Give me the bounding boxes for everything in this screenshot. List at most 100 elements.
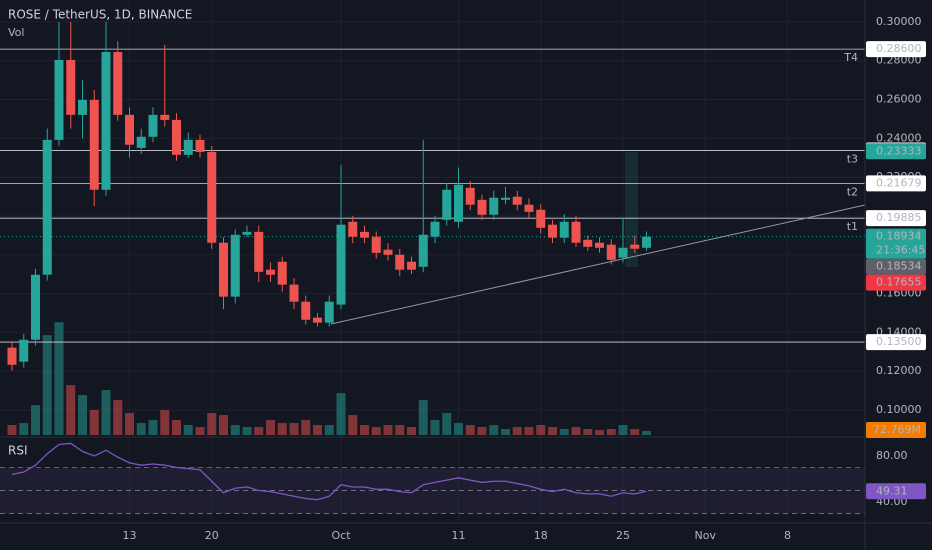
volume-bar [383, 425, 393, 435]
volume-bar [606, 429, 616, 435]
volume-bar [536, 425, 546, 435]
volume-bar [183, 425, 193, 435]
volume-bar [195, 427, 205, 435]
volume-bar [78, 395, 87, 435]
volume-bar [324, 425, 334, 435]
volume-bar [477, 427, 487, 435]
candle-body [348, 221, 358, 237]
volume-bar [395, 425, 405, 435]
rsi-line [11, 442, 647, 501]
candle-body [172, 119, 181, 155]
volume-badge [866, 422, 926, 438]
candle-body [266, 269, 275, 275]
candle-body [7, 347, 17, 365]
y-tick-label: 0.12000 [876, 364, 922, 377]
level-name: T4 [843, 51, 858, 64]
volume-label: Vol [8, 26, 24, 39]
level-name: t1 [847, 220, 858, 233]
volume-bar [454, 423, 463, 435]
x-tick-label: 25 [616, 529, 630, 542]
candle-body [195, 139, 205, 152]
volume-bar [630, 429, 640, 435]
candle-body [42, 139, 52, 275]
candle-body [583, 239, 593, 247]
volume-bar [313, 425, 322, 435]
x-tick-label: Oct [331, 529, 351, 542]
candle-body [548, 224, 557, 238]
level-badge [866, 175, 926, 192]
volume-bar [642, 430, 651, 435]
chart-title: ROSE / TetherUS, 1D, BINANCE [8, 8, 192, 22]
candle-body [606, 244, 616, 260]
candle-body [183, 139, 193, 155]
x-tick-label: 8 [784, 529, 791, 542]
x-tick-label: 18 [534, 529, 548, 542]
volume-bar [254, 427, 264, 435]
level-badge [866, 210, 926, 227]
candle-body [630, 244, 640, 249]
volume-bar [230, 425, 240, 435]
volume-bar [113, 400, 123, 435]
candle-body [66, 59, 76, 115]
volume-bar [348, 415, 358, 435]
volume-bar [418, 400, 428, 435]
trend-line [330, 204, 866, 325]
candle-body [324, 301, 334, 323]
volume-bar [430, 420, 440, 435]
volume-bar [172, 420, 181, 435]
rsi-label: RSI [8, 444, 28, 458]
candle-body [254, 231, 264, 272]
candle-body [371, 236, 381, 253]
price-badge [866, 274, 926, 291]
price-badge [866, 228, 926, 259]
candle-body [19, 339, 29, 362]
volume-bar [54, 322, 64, 435]
rsi-badge [866, 483, 926, 500]
candle-body [501, 197, 510, 200]
price-badge-label: 0.18534 [876, 260, 922, 273]
rsi-badge-label: 49.31 [876, 484, 908, 497]
x-tick-label: Nov [695, 529, 717, 542]
volume-bar [148, 420, 158, 435]
candle-body [395, 254, 405, 270]
y-tick-label: 0.24000 [876, 131, 922, 144]
candle-body [31, 274, 40, 340]
candle-body [219, 242, 228, 297]
level-name: t3 [847, 153, 858, 166]
candle-body [101, 51, 111, 190]
level-badge-label: 0.13500 [876, 335, 922, 348]
volume-bar [7, 425, 17, 435]
price-badge-label: 0.17655 [876, 276, 922, 289]
volume-bar [42, 335, 52, 435]
volume-bar [277, 423, 287, 435]
candle-body [418, 234, 428, 267]
volume-bar [19, 423, 29, 435]
volume-bar [31, 405, 40, 435]
volume-bar [442, 413, 452, 435]
volume-bar [89, 410, 99, 435]
candle-body [207, 151, 217, 243]
price-badge-label: 0.18934 [876, 230, 922, 243]
level-name: t2 [847, 185, 858, 198]
x-tick-label: 13 [123, 529, 137, 542]
candle-body [160, 114, 170, 120]
candle-body [242, 231, 252, 235]
candle-body [360, 231, 369, 238]
x-tick-label: 11 [452, 529, 466, 542]
candle-body [336, 224, 346, 305]
candle-body [383, 249, 393, 255]
volume-bar [501, 429, 510, 435]
candle-body [113, 51, 123, 115]
candle-body [301, 301, 311, 320]
candle-body [54, 59, 64, 140]
y-tick-label: 0.26000 [876, 93, 922, 106]
volume-bar [66, 385, 76, 435]
volume-bar [160, 410, 170, 435]
candle-body [559, 221, 569, 238]
level-badge-label: 0.21679 [876, 176, 922, 189]
volume-bar [489, 425, 499, 435]
volume-bar [595, 430, 604, 435]
volume-bar [360, 425, 369, 435]
candle-body [571, 221, 581, 243]
